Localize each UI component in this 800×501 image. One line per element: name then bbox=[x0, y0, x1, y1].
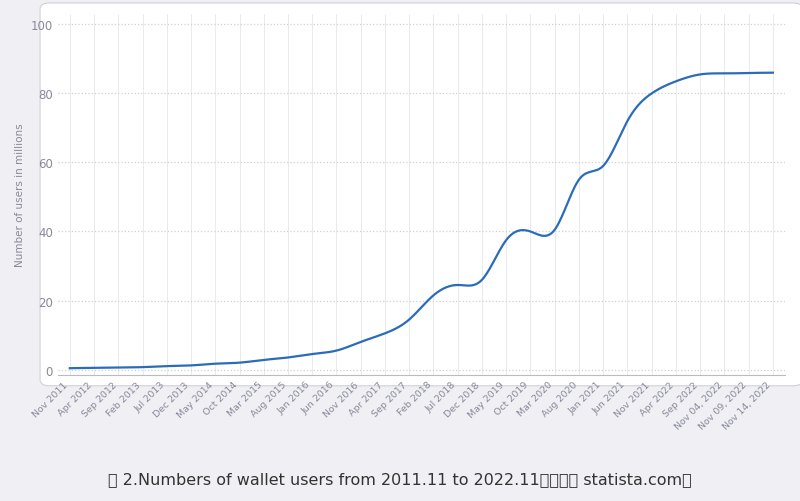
Text: 图 2.Numbers of wallet users from 2011.11 to 2022.11（来源： statista.com）: 图 2.Numbers of wallet users from 2011.11… bbox=[108, 471, 692, 486]
Y-axis label: Number of users in millions: Number of users in millions bbox=[15, 123, 25, 267]
